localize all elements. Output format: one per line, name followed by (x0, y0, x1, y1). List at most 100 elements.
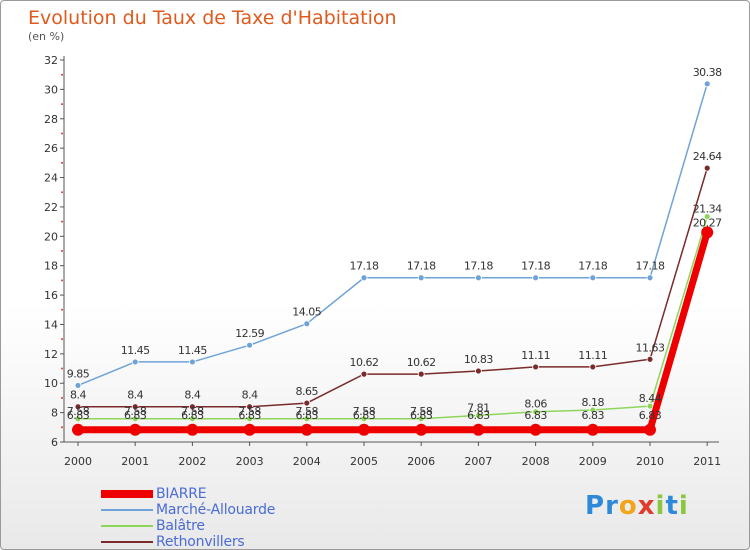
y-tick-label: 14 (44, 318, 58, 331)
data-point (188, 358, 196, 366)
data-label: 8.65 (296, 385, 319, 398)
data-label: 10.83 (464, 353, 493, 366)
data-point (701, 226, 714, 239)
data-point (589, 274, 597, 282)
data-point (644, 423, 656, 436)
data-point (646, 274, 654, 282)
legend-label: Marché-Allouarde (156, 502, 276, 518)
x-tick-label: 2005 (350, 455, 378, 468)
legend-swatch (101, 541, 153, 543)
data-label: 11.11 (578, 349, 607, 362)
data-point (472, 423, 485, 436)
data-point (589, 363, 597, 371)
legend-swatch (101, 509, 153, 511)
data-label: 7.58 (124, 405, 147, 418)
data-point (532, 274, 539, 282)
y-tick-label: 8 (51, 407, 58, 420)
data-point (243, 423, 256, 436)
data-point (474, 412, 482, 419)
data-point (303, 399, 311, 407)
data-point (72, 423, 84, 436)
data-label: 17.18 (350, 260, 379, 273)
y-tick-label: 24 (44, 172, 58, 185)
data-point (74, 403, 82, 411)
data-label: 6.83 (582, 409, 605, 422)
data-label: 8.06 (524, 398, 547, 411)
legend-swatch (101, 525, 153, 527)
legend-label: Balâtre (156, 518, 205, 534)
data-label: 6.83 (467, 409, 490, 422)
data-point (186, 423, 199, 436)
data-label: 12.59 (235, 327, 264, 340)
data-point (74, 415, 82, 423)
y-tick-label: 22 (44, 201, 58, 214)
data-label: 6.83 (181, 409, 204, 422)
data-label: 10.62 (350, 356, 379, 369)
data-label: 7.58 (181, 405, 204, 418)
x-tick-label: 2004 (293, 455, 321, 468)
logo-letter: x (637, 491, 656, 521)
data-label: 9.85 (67, 367, 90, 380)
data-label: 6.83 (238, 409, 261, 422)
data-label: 6.83 (410, 409, 433, 422)
y-tick-label: 16 (44, 289, 58, 302)
data-label: 7.58 (353, 405, 376, 418)
data-label: 7.58 (410, 405, 433, 418)
data-label: 8.4 (70, 389, 86, 402)
data-point (300, 423, 313, 436)
data-point (646, 402, 654, 410)
y-minor-tick (61, 132, 63, 135)
data-label: 6.83 (124, 409, 147, 422)
data-point (188, 415, 196, 423)
data-label: 6.83 (67, 409, 90, 422)
data-label: 6.83 (353, 409, 376, 422)
data-label: 8.18 (582, 396, 605, 409)
data-label: 11.45 (178, 344, 207, 357)
series-line-3 (78, 167, 708, 408)
proxiti-logo: Proxiti (585, 491, 689, 521)
data-label: 17.18 (636, 260, 665, 273)
data-point (646, 355, 654, 363)
y-minor-tick (61, 338, 63, 341)
data-point (417, 274, 425, 282)
data-label: 11.45 (121, 344, 150, 357)
x-tick-label: 2003 (236, 455, 264, 468)
data-point (131, 403, 139, 411)
y-minor-tick (61, 367, 63, 370)
data-point (532, 363, 539, 371)
x-tick-label: 2009 (579, 455, 607, 468)
data-point (360, 370, 368, 378)
data-label: 7.58 (238, 405, 261, 418)
data-point (131, 358, 139, 366)
data-label: 8.4 (184, 389, 200, 402)
data-label: 17.18 (464, 260, 493, 273)
x-tick-label: 2008 (522, 455, 550, 468)
data-point (74, 382, 82, 389)
series-line-0 (78, 231, 711, 434)
data-label: 8.4 (242, 389, 258, 402)
y-minor-tick (61, 426, 63, 429)
data-label: 14.05 (292, 306, 321, 319)
data-point (246, 415, 254, 423)
data-point (703, 213, 711, 221)
data-point (360, 274, 368, 282)
data-label: 7.58 (67, 405, 90, 418)
data-point (532, 408, 539, 416)
data-label: 30.38 (693, 66, 722, 79)
y-tick-label: 30 (44, 83, 58, 96)
data-label: 8.4 (127, 389, 143, 402)
legend-swatch (101, 490, 153, 498)
logo-letter: i (678, 491, 689, 521)
y-tick-label: 12 (44, 348, 58, 361)
series-line-2 (78, 216, 708, 420)
y-tick-label: 6 (51, 436, 58, 449)
logo-letter: o (618, 491, 638, 521)
y-minor-tick (61, 161, 63, 164)
data-point (188, 403, 196, 411)
data-label: 11.11 (521, 349, 550, 362)
data-point (474, 274, 482, 282)
data-point (360, 415, 368, 423)
y-minor-tick (61, 73, 63, 76)
